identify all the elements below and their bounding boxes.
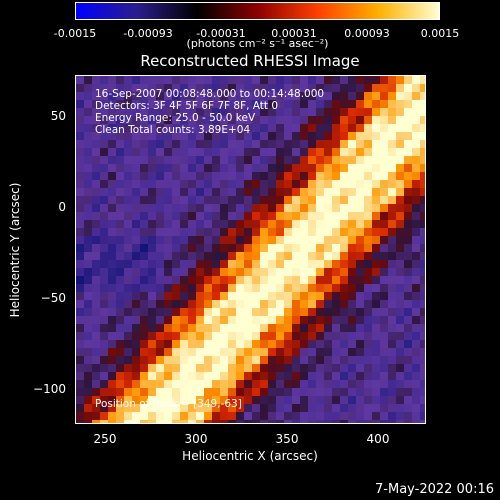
colorbar-tick-label: -0.00031	[196, 27, 246, 40]
x-tick-label: 300	[184, 432, 208, 446]
y-axis-title: Heliocentric Y (arcsec)	[8, 182, 22, 318]
colorbar-tick-label: -0.00093	[123, 27, 173, 40]
y-tick-label: 0	[58, 200, 66, 214]
plot-area	[75, 75, 426, 424]
colorbar-tick-label: -0.0015	[53, 27, 97, 40]
colorbar-tick-label: 0.00031	[271, 27, 317, 40]
x-tick-label: 400	[366, 432, 390, 446]
colorbar-tick-label: 0.0015	[420, 27, 460, 40]
time-range-annotation: 16-Sep-2007 00:08:48.000 to 00:14:48.000	[95, 88, 325, 100]
detectors-annotation: Detectors: 3F 4F 5F 6F 7F 8F, Att 0	[95, 100, 279, 112]
colorbar-tick-label: 0.00093	[344, 27, 390, 40]
x-tick-label: 350	[275, 432, 299, 446]
peak-position-annotation: Position of Peak = [349,-63]	[95, 398, 242, 410]
total-counts-annotation: Clean Total counts: 3.89E+04	[95, 124, 251, 136]
colorbar	[75, 2, 440, 20]
y-tick-label: −100	[33, 382, 66, 396]
chart-title: Reconstructed RHESSI Image	[140, 52, 360, 70]
y-tick-label: 50	[50, 109, 66, 123]
heatmap-image	[76, 76, 425, 423]
plot-timestamp: 7-May-2022 00:16	[375, 482, 494, 497]
y-tick-label: −50	[40, 291, 66, 305]
x-axis-title: Heliocentric X (arcsec)	[182, 449, 318, 463]
colorbar-units: (photons cm⁻² s⁻¹ asec⁻²)	[186, 37, 329, 50]
energy-range-annotation: Energy Range: 25.0 - 50.0 keV	[95, 112, 256, 124]
x-tick-label: 250	[93, 432, 117, 446]
